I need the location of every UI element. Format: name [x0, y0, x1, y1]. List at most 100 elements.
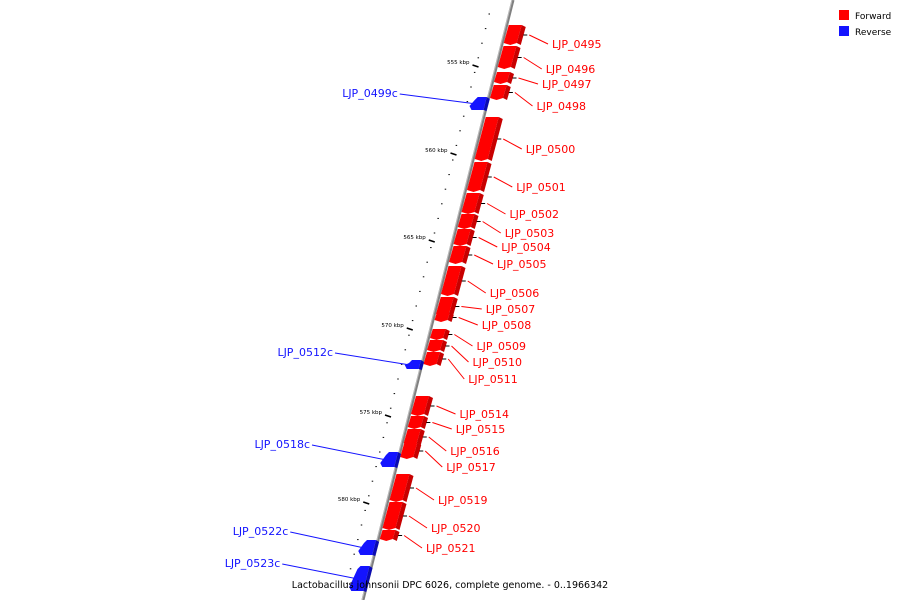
gene-label-ljp-0507: LJP_0507 — [486, 303, 536, 316]
gene-label-ljp-0497: LJP_0497 — [542, 78, 592, 91]
gene-feature-edge — [516, 25, 526, 45]
leader-line — [334, 352, 408, 365]
leader-line — [518, 77, 539, 85]
major-ticks: 555 kbp 560 kbp 565 kbp 570 kbp 575 kbp 580 k… — [338, 60, 479, 505]
gene-feature-edge — [418, 360, 424, 370]
gene-feature-ljp-0506 — [441, 266, 462, 296]
leader-line — [399, 93, 473, 104]
legend-forward-swatch — [839, 10, 849, 20]
gene-label-ljp-0501: LJP_0501 — [516, 181, 566, 194]
gene-feature-edge — [480, 162, 492, 192]
legend-reverse-swatch — [839, 26, 849, 36]
gene-feature-ljp-0496 — [497, 46, 517, 69]
leader-line — [424, 450, 443, 468]
gene-feature-ljp-0505 — [449, 246, 467, 264]
gene-feature-edge — [466, 229, 475, 246]
leader-line — [451, 345, 469, 363]
gene-feature-ljp-0500 — [474, 117, 499, 161]
gene-feature-edge — [413, 443, 422, 459]
gene-label-ljp-0504: LJP_0504 — [501, 241, 551, 254]
gene-feature-edge — [395, 502, 407, 530]
gene-feature-ljp-0520 — [382, 502, 403, 530]
gene-feature-ljp-0511 — [423, 352, 440, 366]
gene-label-ljp-0498: LJP_0498 — [537, 100, 587, 113]
leader-line — [482, 221, 502, 234]
major-tick — [450, 152, 457, 156]
gene-feature-ljp-0516 — [403, 429, 421, 445]
gene-feature-edge — [436, 352, 444, 366]
gene-label-ljp-0506: LJP_0506 — [490, 287, 540, 300]
gene-feature-edge — [443, 329, 450, 340]
tick-label: 555 kbp — [447, 60, 470, 66]
gene-label-ljp-0510: LJP_0510 — [473, 356, 523, 369]
gene-feature-edge — [447, 313, 454, 322]
leader-line — [529, 34, 549, 45]
gene-labels: LJP_0495 LJP_0496 LJP_0497 LJP_0498 LJP_0499… — [225, 38, 602, 570]
gene-label-ljp-0503: LJP_0503 — [505, 227, 555, 240]
leader-line — [474, 254, 494, 265]
gene-label-ljp-0514: LJP_0514 — [460, 408, 510, 421]
gene-feature-ljp-0498 — [490, 85, 507, 100]
gene-feature-edge — [454, 266, 466, 296]
gene-feature-ljp-0497 — [494, 72, 510, 84]
leader-line — [493, 176, 513, 188]
tick-label: 580 kbp — [338, 497, 361, 503]
gene-feature-ljp-0521 — [379, 530, 396, 541]
gene-feature-ljp-0523c — [349, 566, 370, 591]
leader-line — [467, 280, 487, 294]
legend: Forward Reverse — [839, 10, 892, 38]
gene-feature-ljp-0503 — [457, 214, 475, 229]
gene-feature-edge — [449, 297, 458, 316]
legend-forward-label: Forward — [855, 12, 891, 22]
features — [349, 25, 526, 592]
gene-label-ljp-0516: LJP_0516 — [450, 445, 500, 458]
gene-feature-ljp-0504 — [453, 229, 471, 246]
gene-feature-edge — [372, 540, 379, 556]
leader-line — [486, 203, 506, 215]
gene-feature-edge — [487, 117, 503, 161]
gene-feature-edge — [420, 416, 428, 429]
leader-line — [503, 138, 522, 150]
leader-line — [447, 358, 465, 380]
leader-line — [478, 237, 498, 248]
gene-label-ljp-0521: LJP_0521 — [426, 542, 476, 555]
gene-label-ljp-0496: LJP_0496 — [546, 63, 596, 76]
leader-line — [403, 535, 423, 549]
gene-feature-edge — [363, 566, 373, 592]
leader-line — [461, 306, 482, 310]
gene-label-ljp-0512c: LJP_0512c — [277, 346, 333, 359]
gene-feature-ljp-0509 — [430, 329, 446, 340]
leader-line — [514, 92, 533, 107]
map-caption: Lactobacillus johnsonii DPC 6026, comple… — [292, 580, 608, 591]
gene-feature-edge — [392, 530, 400, 541]
gene-label-ljp-0500: LJP_0500 — [526, 143, 576, 156]
gene-feature-ljp-0499c — [469, 97, 487, 110]
gene-feature-edge — [394, 452, 401, 468]
gene-label-ljp-0518c: LJP_0518c — [254, 438, 310, 451]
gene-label-ljp-0515: LJP_0515 — [456, 423, 506, 436]
leader-line — [523, 57, 543, 70]
gene-label-ljp-0522c: LJP_0522c — [233, 525, 289, 538]
gene-feature-edge — [474, 193, 484, 214]
gene-label-ljp-0505: LJP_0505 — [497, 258, 547, 271]
gene-feature-ljp-0517 — [400, 443, 418, 459]
leader-line — [311, 444, 385, 460]
tick-label: 560 kbp — [425, 148, 448, 154]
minor-ticks — [346, 13, 490, 584]
gene-feature-edge — [510, 46, 521, 69]
gene-feature-edge — [416, 429, 425, 445]
gene-label-ljp-0509: LJP_0509 — [477, 340, 527, 353]
major-tick — [363, 501, 370, 505]
gene-feature-ljp-0514 — [411, 396, 429, 416]
gene-feature-edge — [470, 214, 479, 229]
leader-line — [282, 563, 356, 579]
leader-line — [415, 487, 435, 501]
tick-label: 570 kbp — [381, 323, 404, 329]
leader-line — [408, 515, 428, 529]
gene-feature-edge — [424, 396, 433, 416]
leader-line — [428, 436, 447, 452]
leader-line — [458, 317, 478, 326]
leader-line — [290, 531, 363, 548]
tick-label: 565 kbp — [403, 235, 426, 241]
